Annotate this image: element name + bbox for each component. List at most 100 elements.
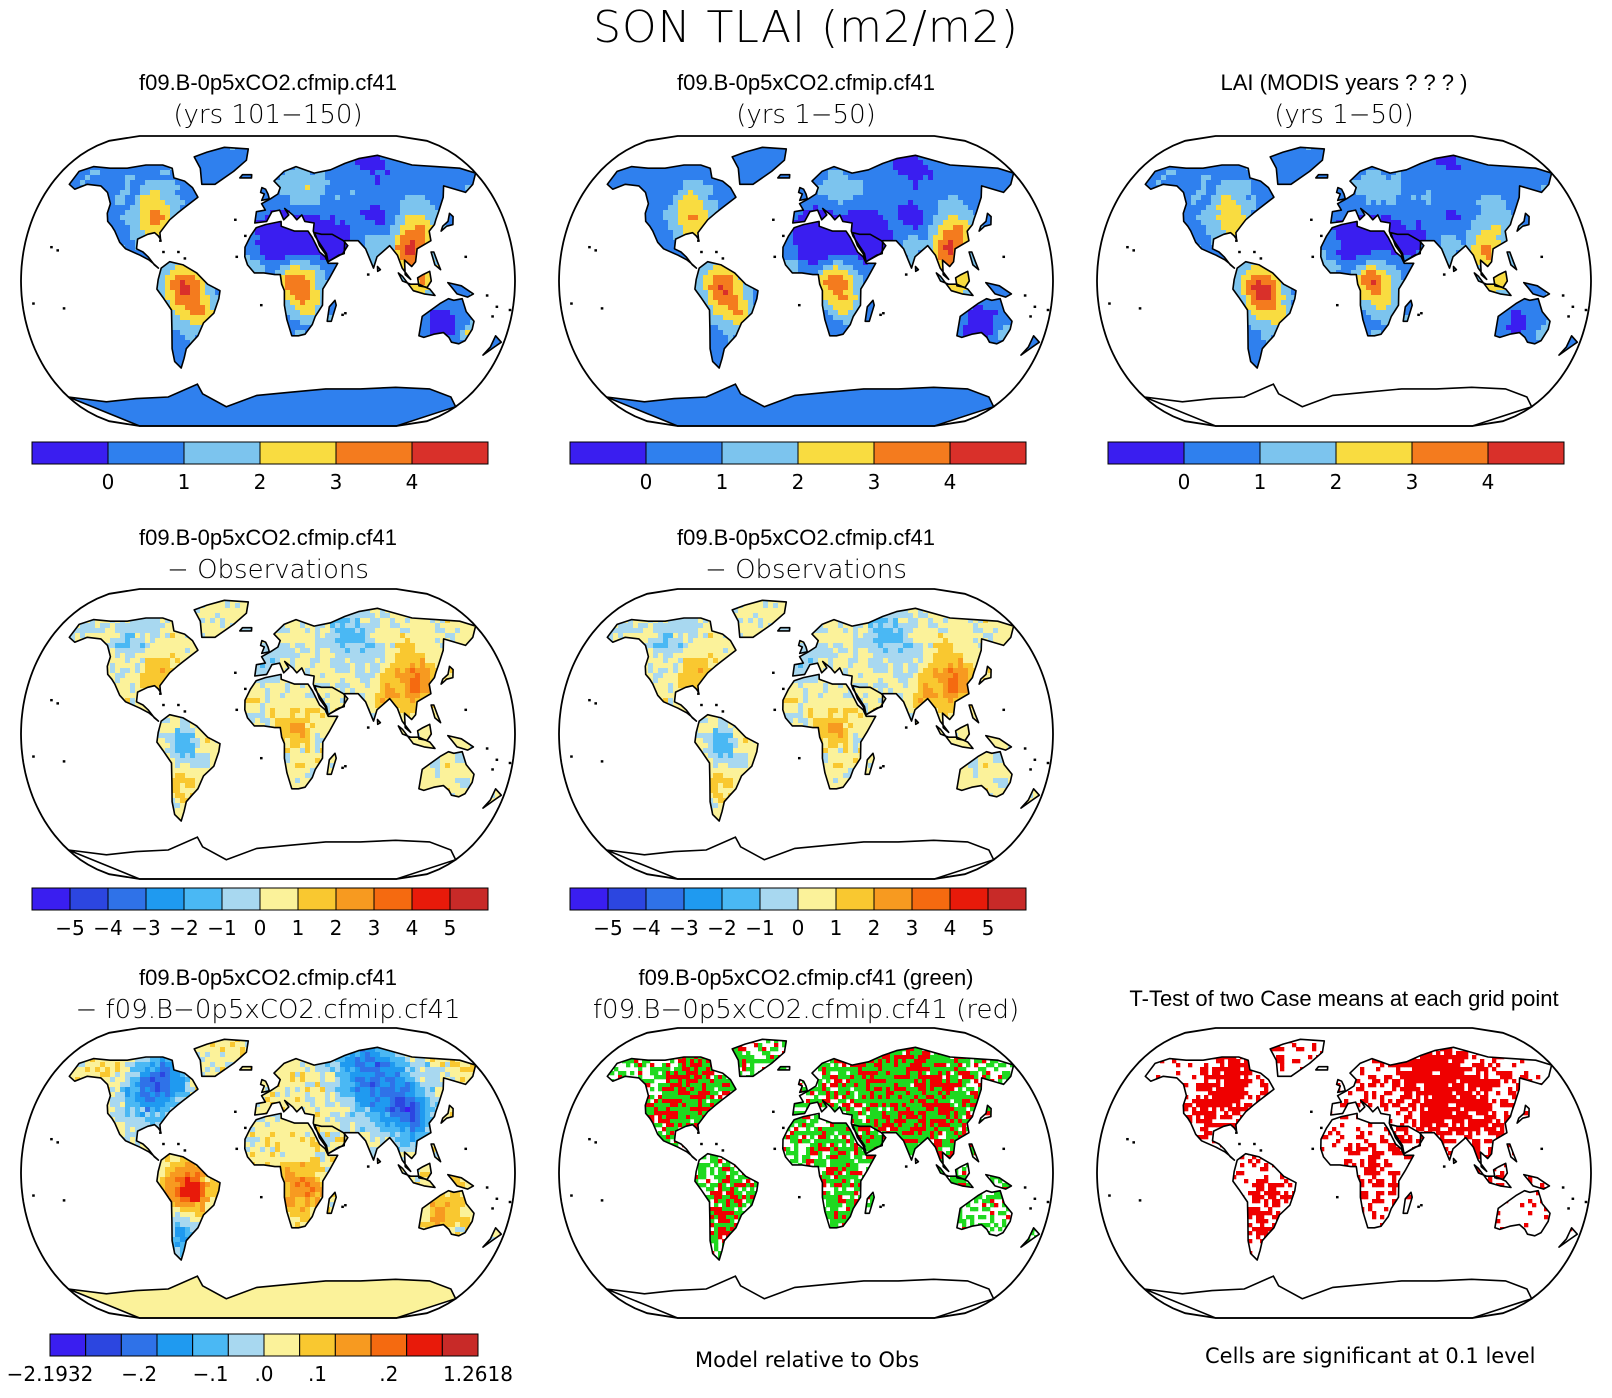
colorbar-tick-label: 3 xyxy=(330,470,343,494)
colorbar-swatch xyxy=(31,887,71,911)
colorbar-tick-label: −4 xyxy=(93,916,122,940)
colorbar-swatch xyxy=(31,441,109,465)
colorbar-tick-label: −1 xyxy=(207,916,236,940)
colorbar-tick-label: −.2 xyxy=(121,1362,157,1386)
colorbar-tick-label: 2 xyxy=(792,470,805,494)
map-panel-6 xyxy=(20,1027,516,1319)
colorbar-swatch xyxy=(1411,441,1489,465)
colorbar-swatch xyxy=(949,441,1027,465)
coastlines xyxy=(606,599,1041,822)
colorbar-tick-label: 0 xyxy=(1178,470,1191,494)
colorbar-swatch xyxy=(373,887,413,911)
colorbar-swatch xyxy=(335,887,375,911)
colorbar-tick-label: −2 xyxy=(169,916,198,940)
footnote-model-obs: Model relative to Obs xyxy=(695,1348,919,1372)
panel-1-subtitle: (yrs 101−150) xyxy=(18,100,518,130)
colorbar-tick-label: 3 xyxy=(1406,470,1419,494)
footnote-significance: Cells are significant at 0.1 level xyxy=(1205,1344,1535,1368)
colorbar-swatch xyxy=(1335,441,1413,465)
colorbar-swatch xyxy=(1107,441,1185,465)
colorbar-swatch xyxy=(1487,441,1565,465)
small-islands xyxy=(32,671,512,771)
figure-title: SON TLAI (m2/m2) xyxy=(0,2,1612,53)
colorbar-tick-label: 5 xyxy=(982,916,995,940)
panel-4-title: f09.B-0p5xCO2.cfmip.cf41 xyxy=(18,525,518,551)
colorbar-swatch xyxy=(835,887,875,911)
panel-6-title: f09.B-0p5xCO2.cfmip.cf41 xyxy=(18,965,518,991)
colorbar-swatch xyxy=(69,887,109,911)
colorbar-swatch xyxy=(85,1333,122,1357)
colorbar-swatch xyxy=(156,1333,194,1357)
colorbar-tick-label: 1 xyxy=(178,470,191,494)
colorbar-swatch xyxy=(797,887,837,911)
small-islands xyxy=(1108,1110,1588,1210)
panel-4-subtitle: − Observations xyxy=(18,555,518,585)
colorbar-tick-label: −4 xyxy=(631,916,660,940)
panel-2-title: f09.B-0p5xCO2.cfmip.cf41 xyxy=(556,70,1056,96)
panel-5-title: f09.B-0p5xCO2.cfmip.cf41 xyxy=(556,525,1056,551)
antarctica-fill xyxy=(606,383,995,427)
colorbar-tick-label: 2 xyxy=(1330,470,1343,494)
colorbar-tick-label: .1 xyxy=(308,1362,327,1386)
colorbar-6: −2.1932 −.2 −.1 .0 .1 .2 1.2618 xyxy=(7,1333,538,1398)
antarctica-fill xyxy=(68,383,457,427)
colorbar-tick-label: 0 xyxy=(102,470,115,494)
colorbar-swatch xyxy=(683,887,723,911)
colorbar-3: 0 1 2 3 4 xyxy=(1107,441,1612,506)
antarctica-outline xyxy=(1144,383,1533,427)
colorbar-swatch xyxy=(259,887,299,911)
colorbar-tick-label: 0 xyxy=(254,916,267,940)
colorbar-tick-label: −5 xyxy=(593,916,622,940)
colorbar-tick-label: 4 xyxy=(944,470,957,494)
globe-outline xyxy=(1096,135,1592,427)
map-panel-4 xyxy=(20,588,516,880)
antarctica-outline xyxy=(68,836,457,880)
colorbar-swatch xyxy=(334,1333,372,1357)
panel-7-subtitle: f09.B−0p5xCO2.cfmip.cf41 (red) xyxy=(556,995,1056,1025)
colorbar-tick-label: −3 xyxy=(131,916,160,940)
colorbar-5: −5 −4 −3 −2 −1 0 1 2 3 4 5 xyxy=(569,887,1086,952)
colorbar-tick-label: −3 xyxy=(669,916,698,940)
colorbar-tick-label: −2.1932 xyxy=(7,1362,94,1386)
colorbar-swatch xyxy=(949,887,989,911)
panel-3-title: LAI (MODIS years ? ? ? ) xyxy=(1094,70,1594,96)
panel-6-subtitle: − f09.B−0p5xCO2.cfmip.cf41 xyxy=(0,995,536,1025)
map-panel-7 xyxy=(558,1027,1054,1319)
colorbar-tick-label: 1 xyxy=(292,916,305,940)
map-panel-5 xyxy=(558,588,1054,880)
colorbar-tick-label: 5 xyxy=(444,916,457,940)
colorbar-swatch xyxy=(183,887,223,911)
colorbar-swatch xyxy=(259,441,337,465)
colorbar-tick-label: 1 xyxy=(716,470,729,494)
colorbar-tick-label: 4 xyxy=(406,470,419,494)
small-islands xyxy=(32,1110,512,1210)
panel-2-subtitle: (yrs 1−50) xyxy=(556,100,1056,130)
antarctica-outline xyxy=(606,836,995,880)
coastlines xyxy=(606,1038,1041,1261)
map-panel-2 xyxy=(558,135,1054,427)
colorbar-swatch xyxy=(449,887,489,911)
colorbar-tick-label: 4 xyxy=(944,916,957,940)
colorbar-swatch xyxy=(192,1333,229,1357)
colorbar-swatch xyxy=(49,1333,87,1357)
colorbar-tick-label: 1 xyxy=(1254,470,1267,494)
colorbar-swatch xyxy=(299,1333,336,1357)
globe-outline xyxy=(558,1027,1054,1319)
colorbar-swatch xyxy=(645,887,685,911)
colorbar-swatch xyxy=(406,1333,443,1357)
small-islands xyxy=(570,671,1050,771)
globe-outline xyxy=(20,1027,516,1319)
globe-outline xyxy=(20,135,516,427)
small-islands xyxy=(570,218,1050,318)
colorbar-swatch xyxy=(645,441,723,465)
colorbar-swatch xyxy=(335,441,413,465)
colorbar-swatch xyxy=(759,887,799,911)
colorbar-tick-label: −2 xyxy=(707,916,736,940)
colorbar-tick-label: .2 xyxy=(379,1362,398,1386)
colorbar-swatch xyxy=(873,441,951,465)
colorbar-swatch xyxy=(183,441,261,465)
colorbar-swatch xyxy=(797,441,875,465)
colorbar-swatch xyxy=(297,887,337,911)
colorbar-tick-label: −.1 xyxy=(193,1362,229,1386)
colorbar-swatch xyxy=(1183,441,1261,465)
